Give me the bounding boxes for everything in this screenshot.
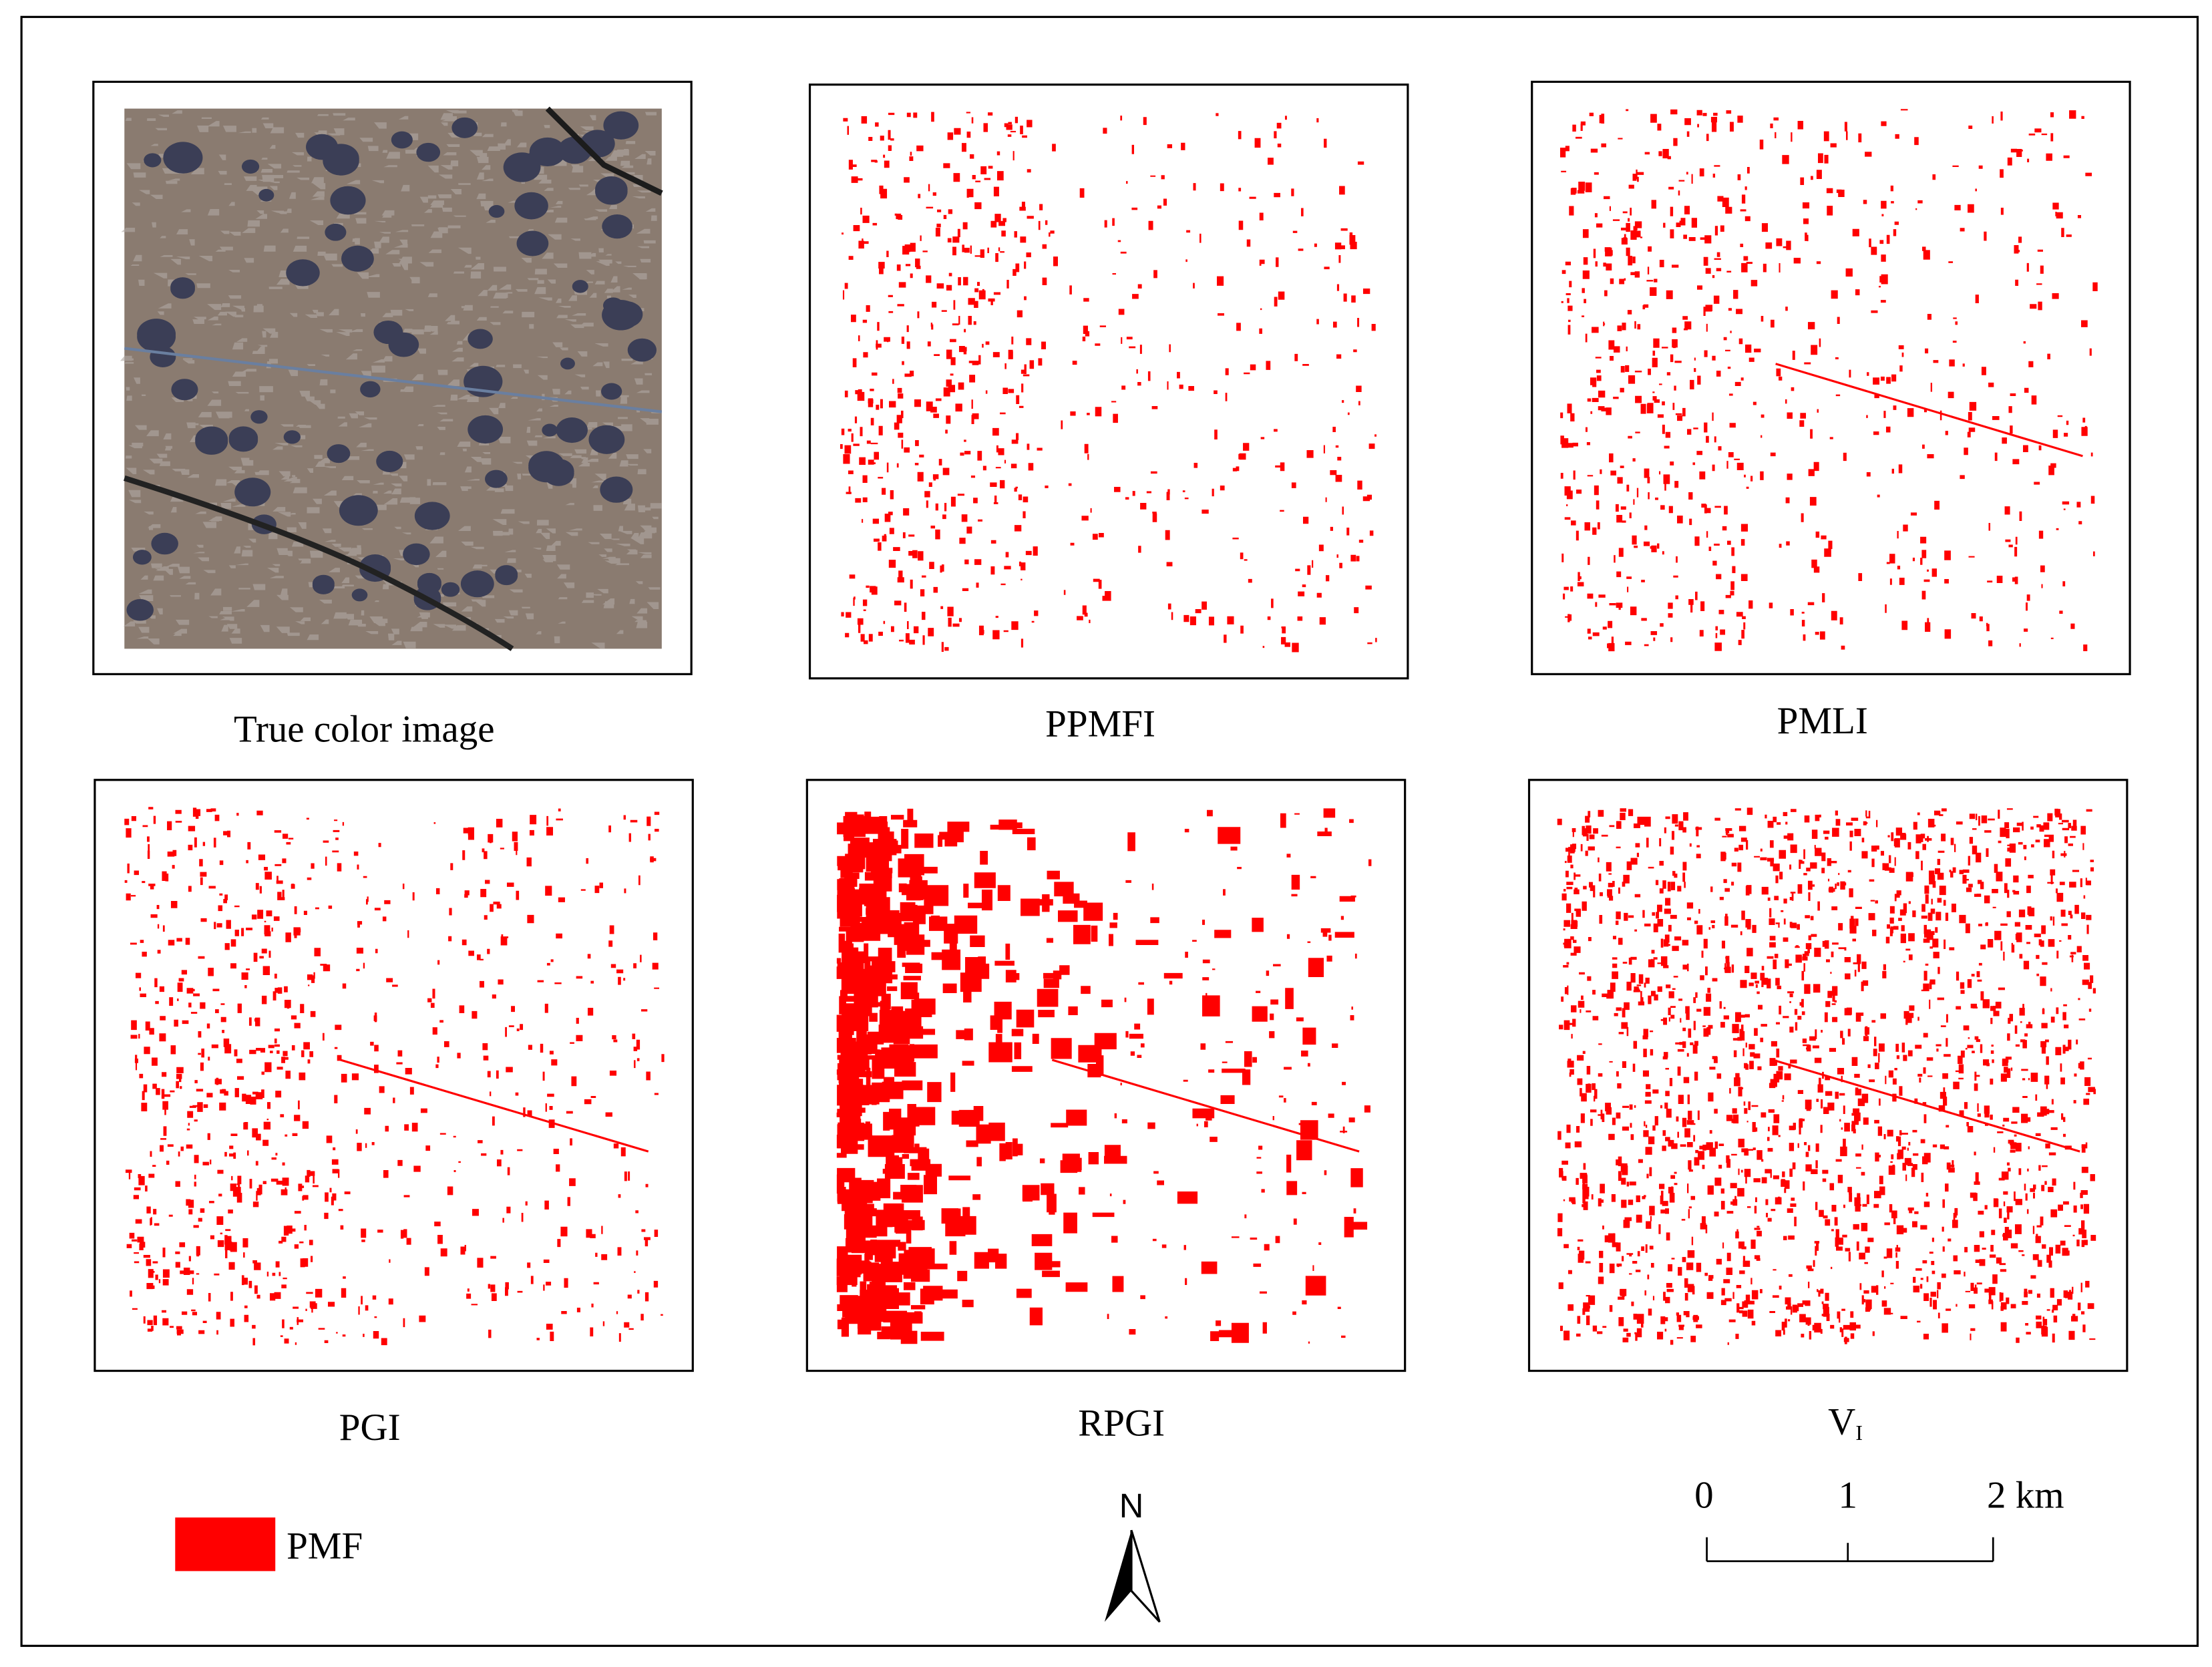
panel-frame [808,83,1409,680]
pmf-pixels [1559,109,2098,652]
panel-label: VI [1828,1401,1863,1445]
pmf-pixels [840,112,1377,653]
scale-label: 1 [1838,1474,1857,1516]
scale-bar [1706,1537,1994,1562]
panel-label-sub: I [1855,1421,1863,1445]
panels [92,80,2131,1372]
road [123,475,514,651]
river [545,106,663,196]
panel-label: RPGI [1078,1403,1165,1445]
panel-label-main: V [1828,1401,1855,1443]
villages [126,111,657,621]
panel-frame [1531,80,2131,675]
panel-label: PGI [339,1407,401,1449]
legend-swatch [175,1517,276,1571]
pmf-pixels [836,808,1372,1344]
scale-label: 2 km [1987,1474,2064,1516]
panel-label: PPMFI [1045,703,1155,745]
legend-label: PMF [287,1525,363,1567]
pmf-road [1775,363,2083,457]
pmf-road [1772,1059,2080,1153]
panel-label: PMLI [1777,700,1868,742]
pmf-road [1051,1059,1360,1153]
pmf-road [340,1059,649,1153]
panel-label: True color image [234,709,494,751]
north-label: N [1119,1487,1144,1525]
canal [124,347,663,413]
scale-label: 0 [1694,1474,1713,1516]
